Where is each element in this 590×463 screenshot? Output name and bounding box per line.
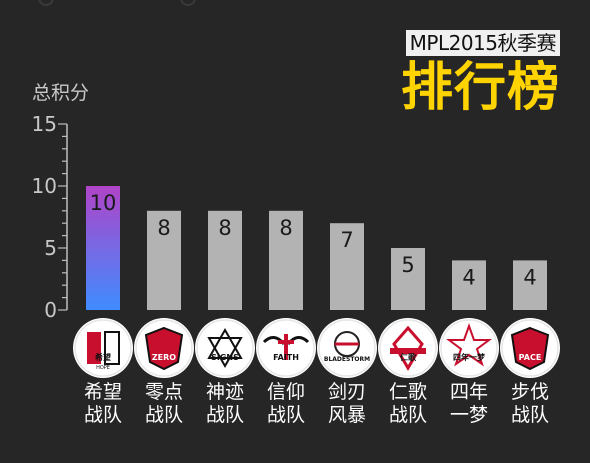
zero-logo-icon: ZERO <box>134 318 194 378</box>
bar <box>391 248 425 310</box>
signs-logo-icon: SIGNS <box>195 318 255 378</box>
x-category-label: 神迹 战队 <box>205 381 244 426</box>
faith-logo-icon: FAITH <box>256 318 316 378</box>
svg-text:HOPE: HOPE <box>96 365 110 371</box>
bar-value-label: 8 <box>279 216 292 240</box>
x-category-label: 四年 一梦 <box>449 381 488 426</box>
bar <box>330 223 364 310</box>
svg-text:仁歌: 仁歌 <box>400 352 417 362</box>
bar-value-label: 4 <box>523 265 536 289</box>
y-tick-label: 15 <box>32 112 57 136</box>
bar <box>86 186 120 310</box>
bar <box>208 210 242 310</box>
bar <box>147 210 181 310</box>
renge-logo-icon: 仁歌 <box>378 318 438 378</box>
svg-text:SIGNS: SIGNS <box>211 353 239 362</box>
x-category-label: 剑刃 风暴 <box>327 381 366 426</box>
svg-text:FAITH: FAITH <box>273 353 299 362</box>
x-category-label: 步伐 战队 <box>510 381 549 426</box>
bar-value-label: 8 <box>218 216 231 240</box>
y-tick-label: 10 <box>32 174 57 198</box>
y-tick-label: 5 <box>44 236 57 260</box>
sinianyimeng-logo-icon: 四年一梦 <box>439 318 499 378</box>
bar-value-label: 10 <box>90 191 117 215</box>
bladestorm-logo-icon: BLADESTORM <box>317 318 377 378</box>
svg-text:PACE: PACE <box>519 353 542 362</box>
bar-value-label: 8 <box>157 216 170 240</box>
svg-text:BLADESTORM: BLADESTORM <box>324 356 370 363</box>
x-category-label: 零点 战队 <box>144 381 183 426</box>
bar-value-label: 4 <box>462 265 475 289</box>
bar <box>269 210 303 310</box>
y-tick-label: 0 <box>44 298 57 322</box>
bar <box>452 260 486 310</box>
svg-text:ZERO: ZERO <box>152 353 176 362</box>
pace-logo-icon: PACE <box>500 318 560 378</box>
svg-text:希望: 希望 <box>95 352 111 362</box>
chart-subtitle: MPL2015秋季赛 <box>405 30 560 56</box>
x-category-label: 仁歌 战队 <box>388 381 427 426</box>
hope-logo-icon: 希望 HOPE <box>73 318 133 378</box>
x-category-label: 信仰 战队 <box>266 381 305 426</box>
x-category-label: 希望 战队 <box>83 381 122 426</box>
y-axis-label: 总积分 <box>32 82 90 104</box>
bar-value-label: 7 <box>340 228 353 252</box>
bar-value-label: 5 <box>401 253 414 277</box>
chart-title: 排行榜 <box>400 58 560 118</box>
svg-text:四年一梦: 四年一梦 <box>453 352 486 362</box>
bar <box>513 260 547 310</box>
